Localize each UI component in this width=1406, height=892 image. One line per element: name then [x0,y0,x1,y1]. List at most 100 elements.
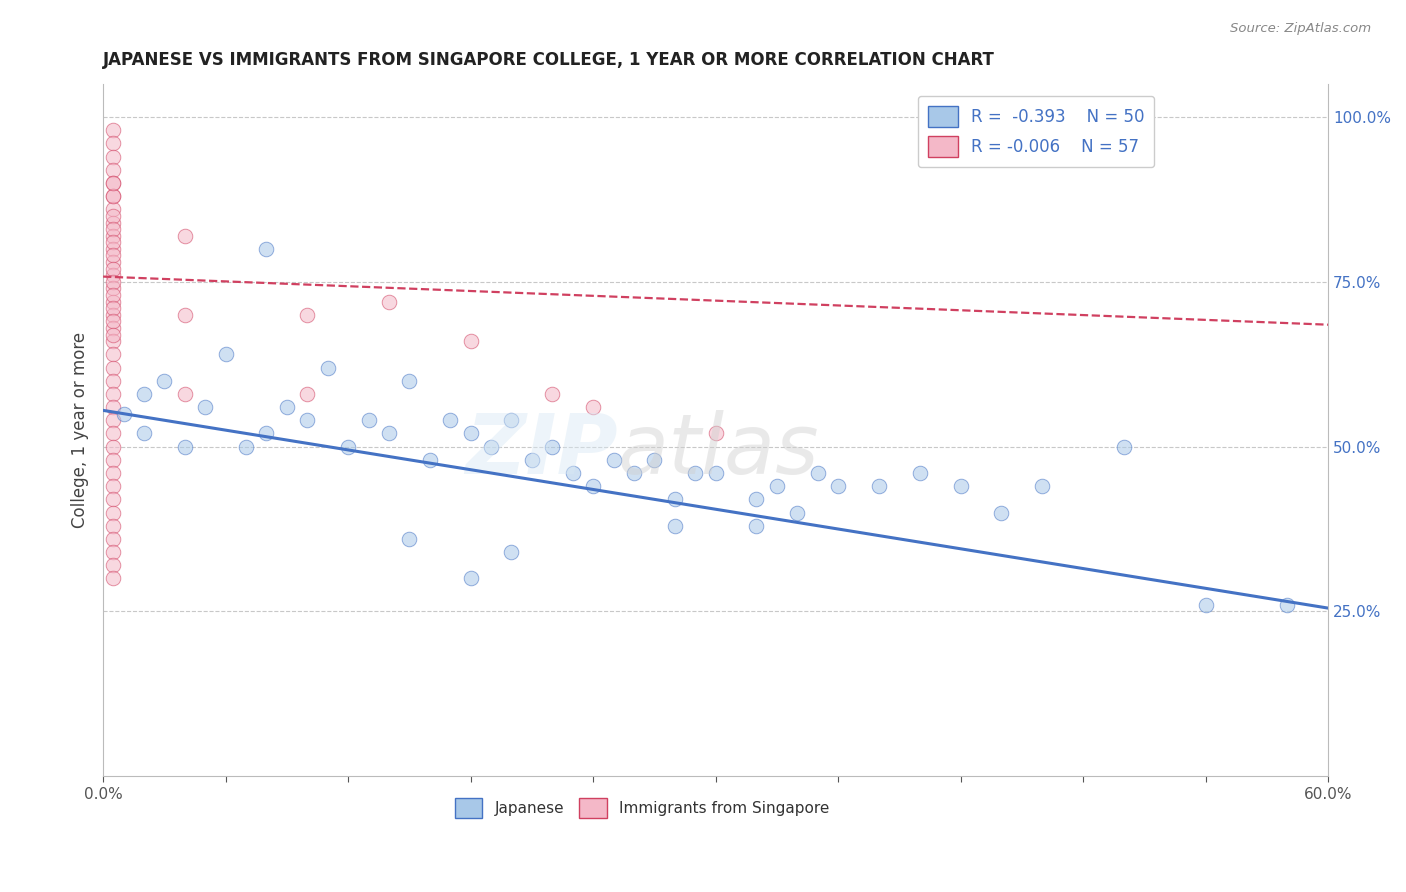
Point [745,492,768,507]
Point [103,334,125,348]
Point [103,387,125,401]
Point [103,374,125,388]
Point [276,400,298,414]
Text: Source: ZipAtlas.com: Source: ZipAtlas.com [1230,22,1371,36]
Text: atlas: atlas [617,410,820,491]
Point [582,479,605,493]
Point [908,466,931,480]
Point [1112,440,1135,454]
Point [132,426,155,441]
Point [103,440,125,454]
Point [460,426,482,441]
Point [103,327,125,342]
Point [103,288,125,302]
Point [501,545,523,559]
Point [103,215,125,229]
Point [561,466,583,480]
Point [103,235,125,250]
Point [541,387,564,401]
Point [378,426,401,441]
Point [103,261,125,276]
Point [704,426,727,441]
Point [103,162,125,177]
Point [683,466,706,480]
Point [256,242,278,256]
Point [297,387,319,401]
Point [103,308,125,322]
Point [103,413,125,427]
Point [316,360,339,375]
Point [602,452,624,467]
Point [103,255,125,269]
Point [479,440,502,454]
Point [103,228,125,243]
Point [103,321,125,335]
Point [103,426,125,441]
Point [103,314,125,328]
Text: ZIP: ZIP [465,410,617,491]
Point [103,518,125,533]
Point [664,492,686,507]
Point [173,308,195,322]
Point [103,294,125,309]
Point [103,301,125,316]
Point [103,248,125,262]
Point [297,413,319,427]
Point [664,518,686,533]
Point [103,268,125,283]
Point [103,545,125,559]
Point [103,558,125,573]
Point [103,189,125,203]
Point [990,506,1012,520]
Point [103,202,125,217]
Point [103,136,125,151]
Point [1277,598,1299,612]
Point [103,506,125,520]
Point [173,440,195,454]
Point [112,407,135,421]
Point [103,532,125,546]
Point [623,466,645,480]
Point [103,176,125,190]
Point [153,374,176,388]
Point [235,440,257,454]
Point [173,387,195,401]
Point [827,479,849,493]
Point [103,466,125,480]
Y-axis label: College, 1 year or more: College, 1 year or more [72,332,89,528]
Point [949,479,972,493]
Point [103,176,125,190]
Point [378,294,401,309]
Point [398,532,420,546]
Legend: Japanese, Immigrants from Singapore: Japanese, Immigrants from Singapore [449,792,835,824]
Point [643,452,665,467]
Point [460,334,482,348]
Point [103,479,125,493]
Point [357,413,380,427]
Point [745,518,768,533]
Point [297,308,319,322]
Point [766,479,789,493]
Point [520,452,543,467]
Point [704,466,727,480]
Point [103,123,125,137]
Point [103,400,125,414]
Point [807,466,830,480]
Point [582,400,605,414]
Point [103,360,125,375]
Point [214,347,236,361]
Text: JAPANESE VS IMMIGRANTS FROM SINGAPORE COLLEGE, 1 YEAR OR MORE CORRELATION CHART: JAPANESE VS IMMIGRANTS FROM SINGAPORE CO… [103,51,995,69]
Point [1194,598,1216,612]
Point [460,571,482,585]
Point [173,228,195,243]
Point [103,150,125,164]
Point [501,413,523,427]
Point [103,242,125,256]
Point [103,492,125,507]
Point [419,452,441,467]
Point [132,387,155,401]
Point [868,479,890,493]
Point [103,189,125,203]
Point [103,209,125,223]
Point [439,413,461,427]
